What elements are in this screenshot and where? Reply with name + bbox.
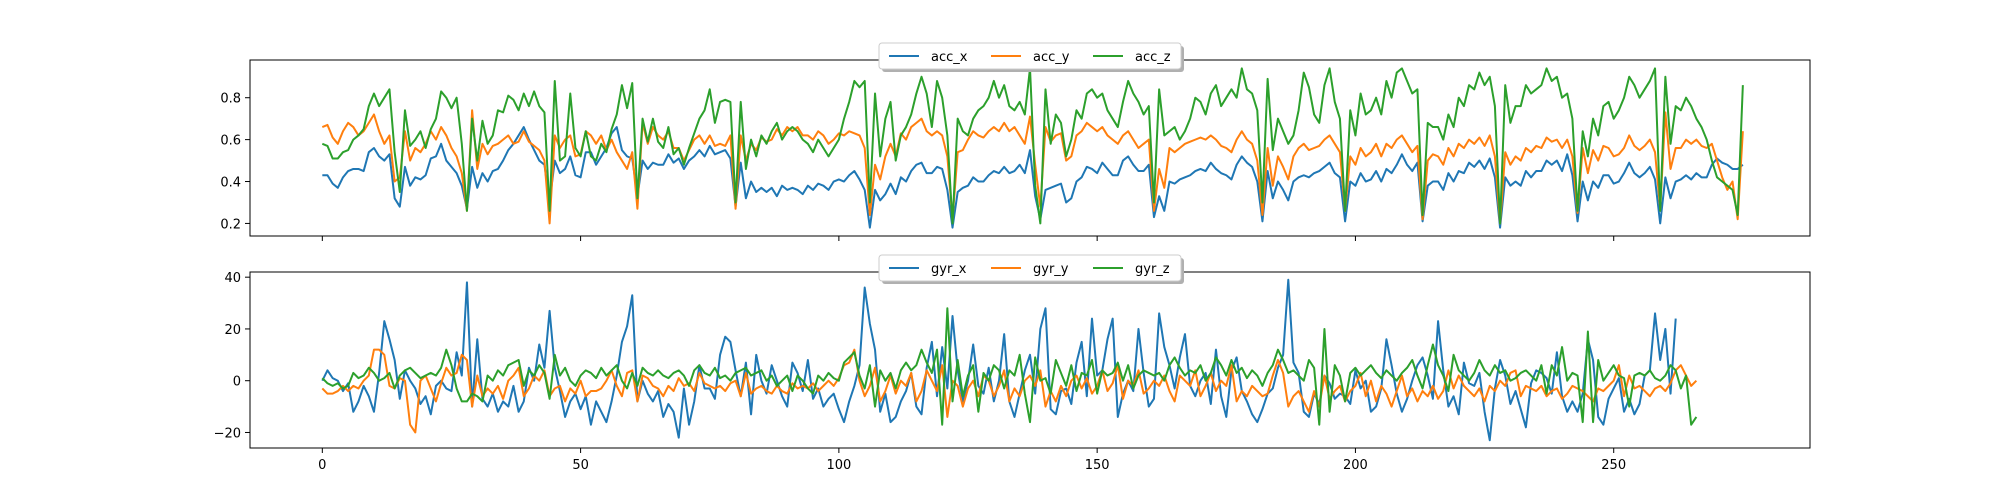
x-tick-label: 100	[826, 458, 851, 473]
legend-label-acc_x: acc_x	[931, 50, 968, 65]
y-tick-label: 0.4	[220, 176, 241, 191]
y-tick-label: 0.6	[220, 134, 241, 149]
y-tick-label: 40	[224, 271, 241, 286]
acc-panel: 0.2 0.4 0.6 0.8 acc_x acc_y acc_z	[220, 42, 1811, 241]
x-tick-label: 250	[1601, 458, 1626, 473]
y-tick-label: 0	[233, 375, 241, 390]
y-tick-label: 20	[224, 323, 241, 338]
legend-label-gyr_z: gyr_z	[1135, 262, 1170, 277]
x-tick-label: 0	[318, 458, 326, 473]
series-line-gyr_z	[321, 307, 1698, 426]
series-line-acc_x	[322, 126, 1744, 229]
acc-legend: acc_x acc_y acc_z	[878, 42, 1184, 72]
x-tick-label: 150	[1085, 458, 1110, 473]
series-line-acc_z	[321, 67, 1744, 225]
series-line-gyr_y	[321, 348, 1698, 434]
y-tick-label: 0.2	[220, 217, 241, 232]
legend-label-acc_y: acc_y	[1033, 50, 1070, 65]
y-tick-label: −20	[214, 426, 241, 441]
legend-box	[878, 254, 1182, 282]
legend-box	[878, 42, 1182, 70]
legend-label-acc_z: acc_z	[1135, 50, 1171, 65]
x-tick-label: 200	[1343, 458, 1368, 473]
series-line-gyr_x	[321, 278, 1677, 442]
x-tick-label: 50	[572, 458, 589, 473]
legend-label-gyr_y: gyr_y	[1033, 262, 1069, 277]
gyr-panel: −20 0 20 40 0 50 100 150 200 250 gyr_x gyr_y gyr_z	[214, 254, 1811, 473]
legend-label-gyr_x: gyr_x	[931, 262, 967, 277]
gyr-legend: gyr_x gyr_y gyr_z	[878, 254, 1184, 284]
y-tick-label: 0.8	[220, 92, 241, 107]
